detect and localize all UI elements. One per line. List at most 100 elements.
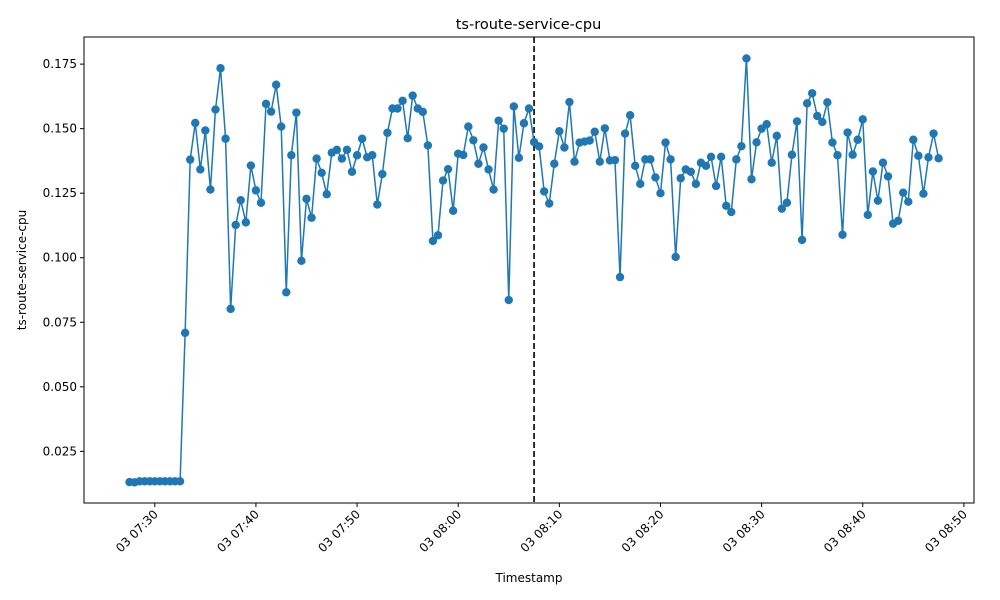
data-point [636, 179, 645, 189]
data-point [656, 188, 665, 198]
data-point [337, 154, 347, 163]
data-point [423, 141, 433, 150]
data-point [838, 230, 847, 239]
data-point [383, 128, 392, 137]
data-point [297, 256, 306, 266]
data-point [266, 107, 276, 116]
data-point [752, 138, 761, 147]
data-point [802, 99, 812, 108]
data-point [620, 129, 630, 138]
data-point [231, 220, 240, 230]
data-point [772, 131, 781, 141]
data-point [201, 126, 210, 135]
y-tick-label: 0.075 [43, 315, 77, 329]
data-point [287, 151, 296, 160]
data-point [448, 206, 458, 215]
data-point [261, 99, 271, 109]
y-tick-label: 0.050 [43, 380, 77, 394]
y-tick-label: 0.175 [43, 57, 77, 71]
data-point [368, 151, 377, 160]
data-point [666, 155, 675, 164]
data-point [317, 168, 326, 177]
data-point [904, 197, 913, 206]
data-point [914, 151, 923, 160]
data-point [489, 185, 498, 194]
data-point [646, 155, 655, 164]
data-point [443, 164, 453, 174]
data-point [691, 179, 701, 189]
data-point [590, 127, 599, 136]
data-point [711, 181, 721, 191]
data-point [464, 122, 473, 131]
data-point [706, 152, 716, 161]
y-axis-label: ts-route-service-cpu [15, 210, 29, 330]
y-axis: 0.025 0.050 0.075 0.100 0.125 0.150 0.175 [43, 57, 84, 458]
data-point [236, 195, 245, 205]
data-point [661, 138, 670, 147]
data-point [332, 145, 342, 155]
data-point [737, 142, 746, 151]
data-point [282, 288, 291, 297]
data-point [615, 272, 625, 282]
data-point [347, 167, 357, 176]
data-point [196, 165, 205, 174]
data-point [595, 157, 604, 166]
data-point [469, 136, 478, 145]
data-point [302, 194, 311, 204]
data-point [519, 119, 529, 128]
data-point [251, 186, 261, 195]
data-point [499, 124, 508, 133]
data-point [226, 304, 235, 314]
data-point [651, 173, 660, 182]
data-point [357, 134, 367, 143]
data-point [818, 117, 827, 127]
data-point [823, 98, 832, 107]
data-point [848, 150, 857, 159]
data-point [762, 120, 771, 129]
data-point [924, 153, 933, 162]
data-point [843, 128, 852, 137]
data-point [418, 107, 428, 117]
data-point [676, 174, 685, 183]
data-point [271, 80, 281, 89]
data-point [585, 136, 594, 145]
data-point [727, 207, 736, 217]
y-tick-label: 0.100 [43, 251, 77, 265]
data-point [191, 118, 200, 128]
data-point [211, 105, 220, 114]
data-point [560, 143, 569, 152]
data-point [241, 218, 251, 227]
data-point [373, 200, 382, 209]
data-point [504, 295, 513, 305]
data-point [565, 97, 574, 107]
data-point [185, 155, 195, 164]
plot-frame [83, 36, 975, 504]
data-point [175, 477, 185, 486]
data-point [342, 145, 352, 155]
data-point [868, 167, 878, 176]
series-cpu [125, 54, 943, 487]
data-point [742, 54, 751, 63]
data-point [206, 185, 215, 194]
data-point [484, 165, 493, 174]
data-point [767, 158, 776, 167]
data-point [555, 127, 564, 136]
data-point [934, 154, 943, 163]
data-point [630, 161, 640, 171]
data-point [919, 189, 928, 198]
data-point [539, 187, 549, 196]
data-point [813, 111, 822, 121]
data-point [428, 236, 438, 246]
data-point [408, 91, 417, 100]
data-point [807, 89, 817, 98]
data-point [438, 176, 448, 185]
data-point [722, 201, 731, 211]
data-point [878, 158, 888, 167]
x-axis-label: Timestamp [495, 571, 563, 585]
data-point [701, 161, 711, 171]
chart-title: ts-route-service-cpu [456, 17, 602, 33]
data-point [221, 134, 230, 143]
data-point [292, 108, 301, 117]
data-point [307, 213, 316, 222]
